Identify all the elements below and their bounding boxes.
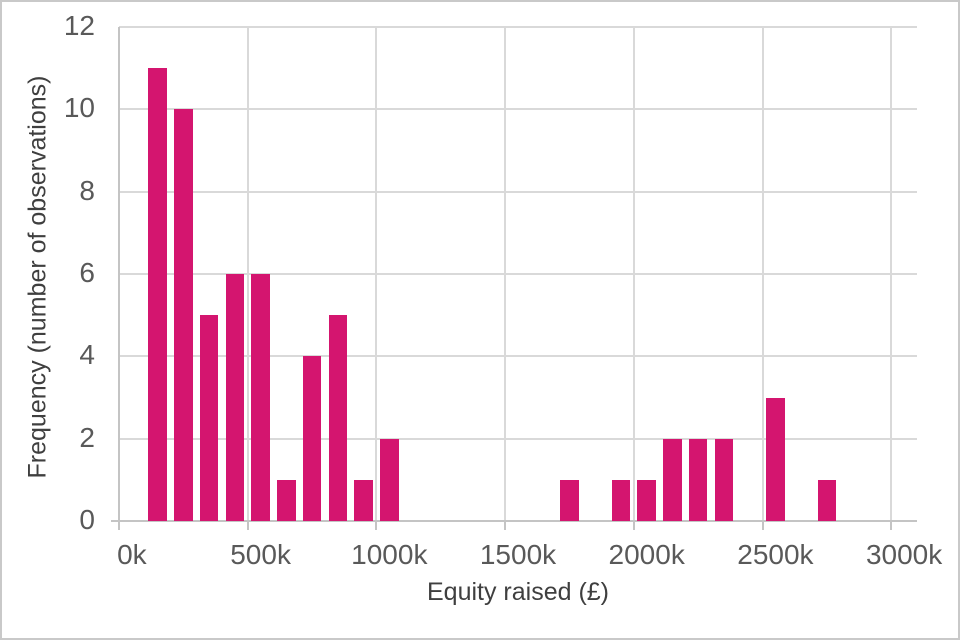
- y-tick-label: 12: [63, 10, 95, 41]
- histogram-bar: [560, 479, 579, 521]
- y-gridline: [119, 26, 917, 28]
- x-tick-mark: [632, 522, 635, 530]
- x-axis-title: Equity raised (£): [426, 578, 610, 606]
- y-gridline: [119, 108, 917, 111]
- histogram-bar: [302, 356, 322, 521]
- x-gridline: [632, 27, 635, 521]
- y-tick-label: 10: [63, 92, 95, 124]
- x-gridline: [504, 27, 507, 521]
- y-gridline: [119, 355, 917, 358]
- histogram-bar: [174, 109, 193, 521]
- x-tick-mark: [118, 522, 120, 530]
- y-tick-label: 6: [79, 257, 95, 288]
- y-gridline: [119, 437, 917, 440]
- y-tick-label: 4: [79, 339, 95, 371]
- y-axis-title: Frequency (number of observations): [23, 75, 52, 479]
- x-tick-mark: [375, 522, 378, 530]
- histogram-bar: [817, 479, 837, 521]
- x-tick-label: 2000k: [608, 539, 685, 570]
- y-gridline: [119, 273, 917, 275]
- histogram-bar: [688, 438, 708, 521]
- histogram-bar: [251, 274, 270, 521]
- x-tick-mark: [246, 522, 249, 530]
- x-axis-line: [111, 520, 917, 522]
- histogram-bar: [611, 479, 631, 521]
- y-tick-label: 8: [79, 174, 95, 206]
- y-tick-label: 0: [79, 504, 95, 535]
- x-tick-mark: [890, 522, 893, 530]
- histogram-bar: [380, 438, 399, 521]
- y-gridline: [119, 190, 917, 193]
- x-gridline: [761, 27, 764, 521]
- y-axis-line: [118, 27, 120, 521]
- histogram-bar: [148, 68, 167, 521]
- x-tick-label: 1000k: [351, 539, 428, 570]
- histogram-bar: [714, 438, 734, 521]
- x-tick-label: 1500k: [479, 539, 557, 570]
- histogram-bar: [663, 438, 682, 521]
- x-gridline: [890, 27, 893, 521]
- x-gridline: [375, 27, 378, 521]
- histogram-bar: [354, 479, 373, 521]
- x-tick-label: 0k: [117, 539, 147, 570]
- histogram-bar: [766, 397, 785, 521]
- x-tick-label: 3000k: [865, 539, 943, 570]
- histogram-bar: [225, 274, 245, 521]
- histogram-bar: [199, 315, 219, 521]
- x-gridline: [246, 27, 249, 521]
- histogram-bar: [637, 479, 656, 521]
- histogram-bar: [277, 479, 296, 521]
- y-tick-label: 2: [79, 421, 95, 453]
- x-tick-mark: [761, 522, 764, 530]
- histogram-bar: [328, 315, 347, 521]
- x-tick-mark: [504, 522, 507, 530]
- x-tick-label: 2500k: [737, 539, 814, 570]
- x-tick-label: 500k: [230, 539, 291, 570]
